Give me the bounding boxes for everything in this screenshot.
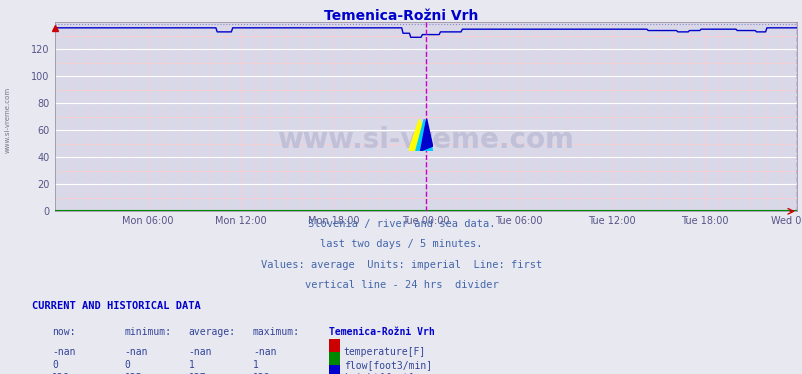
Text: 137: 137 — [188, 373, 206, 374]
Text: 139: 139 — [253, 373, 270, 374]
Text: average:: average: — [188, 327, 236, 337]
Text: -nan: -nan — [253, 347, 276, 357]
Text: 136: 136 — [52, 373, 70, 374]
Text: Values: average  Units: imperial  Line: first: Values: average Units: imperial Line: fi… — [261, 260, 541, 270]
Text: -nan: -nan — [52, 347, 75, 357]
Polygon shape — [420, 119, 432, 151]
Text: flow[foot3/min]: flow[foot3/min] — [343, 360, 431, 370]
Polygon shape — [415, 119, 432, 151]
Text: CURRENT AND HISTORICAL DATA: CURRENT AND HISTORICAL DATA — [32, 301, 200, 311]
Text: 135: 135 — [124, 373, 142, 374]
Text: www.si-vreme.com: www.si-vreme.com — [5, 87, 11, 153]
Text: 0: 0 — [52, 360, 58, 370]
Text: 1: 1 — [253, 360, 258, 370]
Text: temperature[F]: temperature[F] — [343, 347, 425, 357]
Text: -nan: -nan — [124, 347, 148, 357]
Text: vertical line - 24 hrs  divider: vertical line - 24 hrs divider — [304, 280, 498, 291]
Text: minimum:: minimum: — [124, 327, 172, 337]
Text: www.si-vreme.com: www.si-vreme.com — [277, 126, 573, 154]
Text: Temenica-Rožni Vrh: Temenica-Rožni Vrh — [329, 327, 435, 337]
Text: maximum:: maximum: — [253, 327, 300, 337]
Text: -nan: -nan — [188, 347, 212, 357]
Text: height[foot]: height[foot] — [343, 373, 414, 374]
Text: 0: 0 — [124, 360, 130, 370]
Text: Temenica-Rožni Vrh: Temenica-Rožni Vrh — [324, 9, 478, 23]
Text: Slovenia / river and sea data.: Slovenia / river and sea data. — [307, 219, 495, 229]
Text: 1: 1 — [188, 360, 194, 370]
Polygon shape — [408, 119, 430, 151]
Text: last two days / 5 minutes.: last two days / 5 minutes. — [320, 239, 482, 249]
Text: now:: now: — [52, 327, 75, 337]
